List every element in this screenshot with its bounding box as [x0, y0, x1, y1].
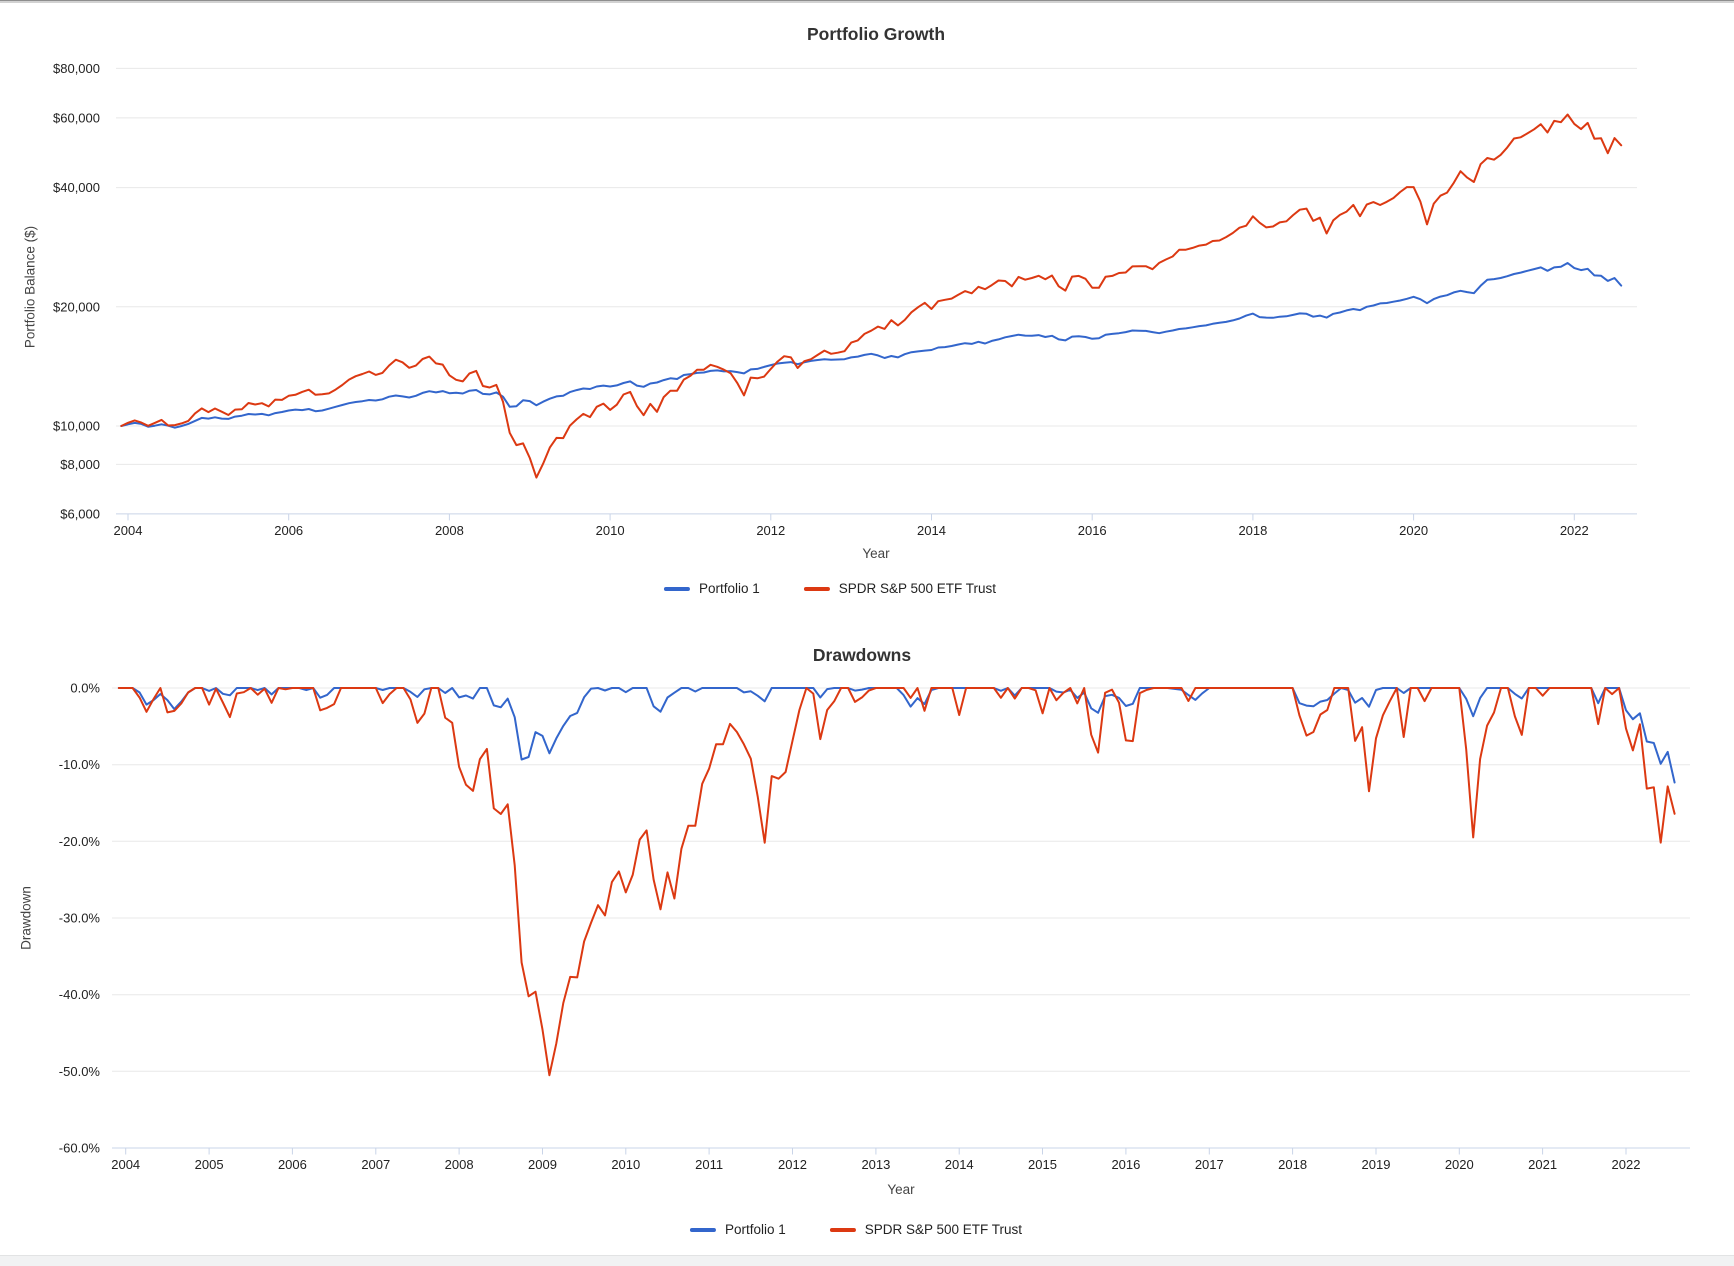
- portfolio-growth-x-tick-label-2006: 2006: [274, 523, 303, 538]
- spy-legend-swatch: [803, 586, 830, 591]
- portfolio-growth-x-tick-label-2008: 2008: [435, 523, 464, 538]
- drawdowns-y-tick-label-40-0: -40.0%: [59, 987, 101, 1002]
- drawdowns-x-tick-label-2009: 2009: [528, 1157, 557, 1172]
- drawdowns-x-tick-label-2006: 2006: [278, 1157, 307, 1172]
- drawdowns-x-tick-label-2014: 2014: [945, 1157, 974, 1172]
- drawdowns-x-tick-label-2016: 2016: [1111, 1157, 1140, 1172]
- spy-legend-label: SPDR S&P 500 ETF Trust: [864, 1222, 1023, 1237]
- drawdowns-x-tick-label-2013: 2013: [861, 1157, 890, 1172]
- portfolio-growth-x-tick-label-2022: 2022: [1560, 523, 1589, 538]
- portfolio-1-legend-label: Portfolio 1: [724, 1222, 786, 1237]
- drawdowns-y-tick-label-20-0: -20.0%: [59, 834, 101, 849]
- drawdowns-x-tick-label-2004: 2004: [111, 1157, 140, 1172]
- drawdowns-x-tick-label-2019: 2019: [1362, 1157, 1391, 1172]
- portfolio-1-legend-swatch: [689, 1227, 716, 1232]
- portfolio-growth-y-tick-label-20-000: $20,000: [53, 299, 100, 314]
- portfolio-growth-y-tick-label-60-000: $60,000: [53, 110, 100, 125]
- growth-legend-item-spy: SPDR S&P 500 ETF Trust: [803, 581, 997, 596]
- portfolio-growth-y-tick-label-10-000: $10,000: [53, 419, 100, 434]
- window-bottom-edge-strip: [0, 1255, 1734, 1266]
- drawdowns-x-tick-label-2012: 2012: [778, 1157, 807, 1172]
- drawdowns-series-line-portfolio-1: [117, 687, 1676, 784]
- drawdowns-legend: Portfolio 1 SPDR S&P 500 ETF Trust: [689, 1222, 1023, 1237]
- portfolio-1-legend-label: Portfolio 1: [698, 581, 760, 596]
- portfolio-growth-x-tick-label-2004: 2004: [114, 523, 143, 538]
- drawdowns-x-tick-label-2008: 2008: [445, 1157, 474, 1172]
- drawdowns-legend-item-portfolio-1: Portfolio 1: [689, 1222, 786, 1237]
- drawdowns-x-tick-label-2021: 2021: [1528, 1157, 1557, 1172]
- portfolio-growth-x-tick-label-2012: 2012: [756, 523, 785, 538]
- drawdowns-x-tick-label-2010: 2010: [611, 1157, 640, 1172]
- growth-x-axis-title: Year: [862, 546, 890, 561]
- portfolio-growth-x-tick-label-2018: 2018: [1238, 523, 1267, 538]
- growth-legend: Portfolio 1 SPDR S&P 500 ETF Trust: [663, 581, 997, 596]
- drawdowns-x-tick-label-2018: 2018: [1278, 1157, 1307, 1172]
- portfolio-growth-x-tick-label-2010: 2010: [596, 523, 625, 538]
- growth-legend-item-portfolio-1: Portfolio 1: [663, 581, 760, 596]
- portfolio-growth-y-tick-label-8-000: $8,000: [60, 457, 100, 472]
- drawdowns-y-tick-label-0-0: 0.0%: [70, 681, 100, 696]
- drawdowns-y-axis-title: Drawdown: [18, 886, 34, 950]
- window-top-edge-strip: [0, 0, 1734, 3]
- portfolio-growth-y-tick-label-80-000: $80,000: [53, 61, 100, 76]
- portfolio-growth-y-tick-label-40-000: $40,000: [53, 180, 100, 195]
- drawdowns-series-line-spdr-s-p-500-etf-trust: [117, 687, 1676, 1077]
- spy-legend-label: SPDR S&P 500 ETF Trust: [838, 581, 997, 596]
- drawdowns-x-tick-label-2020: 2020: [1445, 1157, 1474, 1172]
- portfolio-growth-x-tick-label-2014: 2014: [917, 523, 946, 538]
- drawdowns-x-tick-label-2017: 2017: [1195, 1157, 1224, 1172]
- drawdowns-chart-title: Drawdowns: [812, 645, 912, 665]
- portfolio-growth-y-tick-label-6-000: $6,000: [60, 506, 100, 521]
- drawdowns-x-tick-label-2005: 2005: [195, 1157, 224, 1172]
- drawdowns-x-tick-label-2015: 2015: [1028, 1157, 1057, 1172]
- drawdowns-x-axis-title: Year: [887, 1182, 915, 1197]
- growth-y-axis-title: Portfolio Balance ($): [22, 225, 38, 349]
- spy-legend-swatch: [829, 1227, 856, 1232]
- drawdowns-y-tick-label-60-0: -60.0%: [59, 1141, 101, 1156]
- portfolio-growth-x-tick-label-2020: 2020: [1399, 523, 1428, 538]
- portfolio-growth-x-tick-label-2016: 2016: [1078, 523, 1107, 538]
- drawdowns-y-tick-label-30-0: -30.0%: [59, 911, 101, 926]
- portfolio-1-legend-swatch: [663, 586, 690, 591]
- drawdowns-x-tick-label-2007: 2007: [361, 1157, 390, 1172]
- drawdowns-x-tick-label-2022: 2022: [1612, 1157, 1641, 1172]
- drawdowns-y-tick-label-10-0: -10.0%: [59, 757, 101, 772]
- growth-chart-title: Portfolio Growth: [806, 24, 946, 44]
- portfolio-growth-series-line-portfolio-1: [120, 262, 1623, 429]
- drawdowns-x-tick-label-2011: 2011: [695, 1157, 723, 1172]
- drawdowns-y-tick-label-50-0: -50.0%: [59, 1064, 101, 1079]
- portfolio-growth-series-line-spdr-s-p-500-etf-trust: [120, 113, 1623, 479]
- drawdowns-legend-item-spy: SPDR S&P 500 ETF Trust: [829, 1222, 1023, 1237]
